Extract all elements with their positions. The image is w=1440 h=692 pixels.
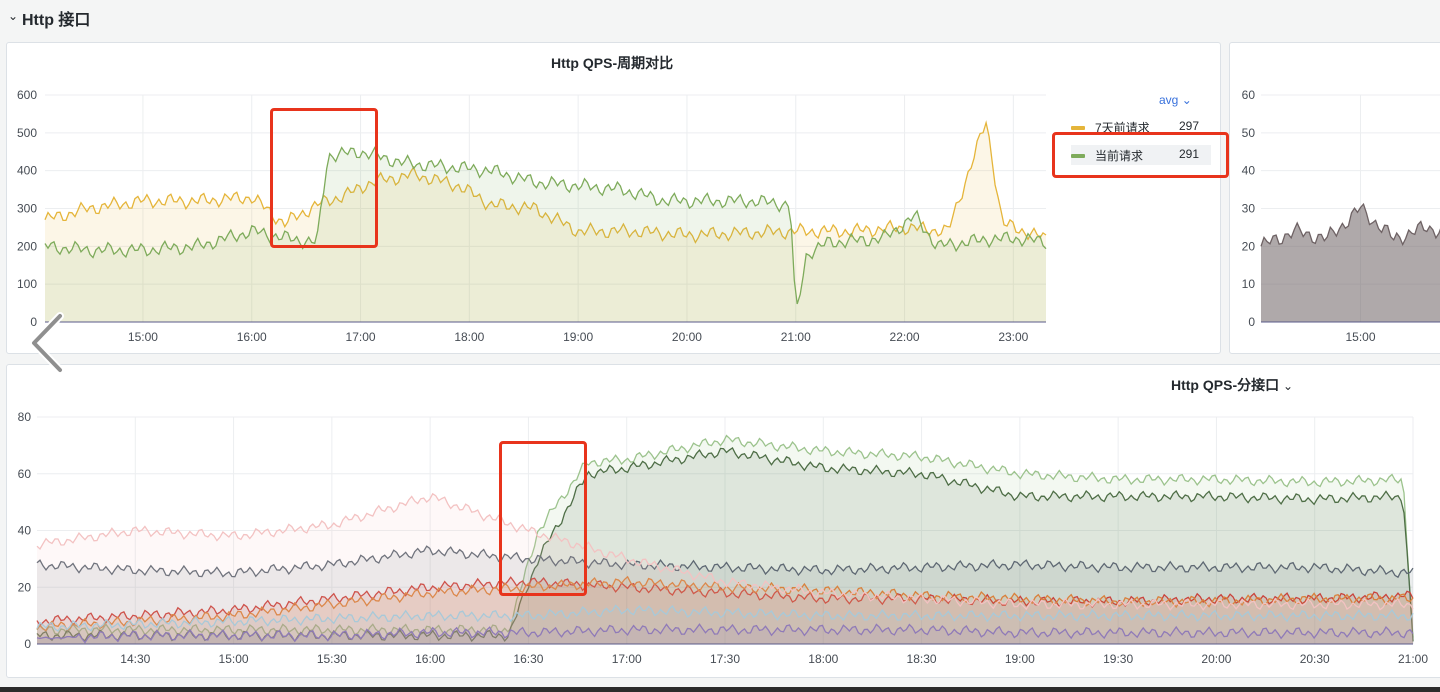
y-tick-label: 40 [18,524,32,538]
series-line[interactable] [44,146,1047,305]
x-tick-label: 21:00 [1398,652,1428,666]
legend: avg ⌄ 7天前请求 297 当前请求 291 [1071,91,1211,171]
y-tick-label: 80 [18,410,32,424]
x-tick-label: 18:00 [454,330,484,344]
series-area [37,435,1413,644]
secondary-chart[interactable]: 0 10 20 30 40 50 60 15:00 [1230,43,1440,354]
series-area [1261,204,1440,322]
y-tick-label: 400 [17,164,37,178]
series-line[interactable] [36,492,1414,611]
series-line[interactable] [36,623,1414,644]
series-area [37,447,1413,644]
chevron-down-icon: ⌄ [1181,93,1192,107]
series-line[interactable] [36,545,1414,579]
x-tick-label: 19:00 [1005,652,1035,666]
legend-label: 7天前请求 [1095,121,1150,135]
series-line[interactable] [36,434,1414,638]
x-tick-label: 22:00 [890,330,920,344]
series-area [37,493,1413,644]
legend-swatch [1071,154,1085,158]
x-tick-label: 15:00 [128,330,158,344]
series-line[interactable] [36,575,1414,632]
x-tick-label: 16:00 [237,330,267,344]
y-tick-label: 40 [1242,164,1256,178]
panel-title[interactable]: Http QPS-分接口 ⌄ [1171,377,1294,393]
x-tick-label: 18:00 [808,652,838,666]
y-tick-label: 300 [17,202,37,216]
panel-qps-comparison[interactable]: Http QPS-周期对比 0 100 200 300 400 500 600 15:00 16… [6,42,1221,354]
legend-swatch [1071,126,1085,130]
x-tick-label: 17:00 [346,330,376,344]
panel-qps-by-endpoint[interactable]: Http QPS-分接口 ⌄ 0 20 40 60 80 14:30 15:00 15:30 1… [6,364,1440,678]
y-tick-label: 20 [18,580,32,594]
series-area [45,147,1046,322]
endpoint-chart[interactable]: 0 20 40 60 80 14:30 15:00 15:30 16:00 16:30 17:00 1… [7,365,1440,678]
x-tick-label: 17:00 [612,652,642,666]
legend-value: 297 [1179,119,1200,133]
x-tick-label: 15:30 [317,652,347,666]
y-tick-label: 500 [17,126,37,140]
row-title: Http 接口 [22,12,91,29]
x-tick-label: 16:30 [513,652,543,666]
legend-value: 291 [1179,147,1200,161]
comparison-chart[interactable]: 0 100 200 300 400 500 600 15:00 16:00 17:00 18:00 1… [7,43,1221,354]
y-tick-label: 50 [1242,126,1256,140]
series-line[interactable] [44,120,1047,244]
y-tick-label: 60 [18,467,32,481]
chevron-down-icon: ⌄ [1283,379,1294,393]
y-tick-label: 30 [1242,202,1256,216]
panel-secondary[interactable]: 0 10 20 30 40 50 60 15:00 [1229,42,1440,354]
y-tick-label: 10 [1242,277,1256,291]
x-tick-label: 15:00 [1345,330,1375,344]
y-tick-label: 0 [30,315,37,329]
series-line[interactable] [1260,202,1440,247]
x-tick-label: 23:00 [998,330,1028,344]
bottom-bar [0,687,1440,692]
x-tick-label: 17:30 [710,652,740,666]
y-tick-label: 0 [24,637,31,651]
series-area [45,122,1046,322]
legend-sort-avg[interactable]: avg ⌄ [1159,93,1192,107]
y-tick-label: 0 [1248,315,1255,329]
x-tick-label: 18:30 [907,652,937,666]
legend-label: 当前请求 [1095,149,1144,163]
series-area [37,605,1413,644]
x-tick-label: 20:00 [1201,652,1231,666]
series-area [37,624,1413,644]
legend-item-current[interactable]: 当前请求 291 [1071,145,1211,165]
x-tick-label: 19:30 [1103,652,1133,666]
row-header[interactable]: ⌄ Http 接口 [0,0,1440,34]
chevron-down-icon[interactable]: ⌄ [8,9,19,23]
y-tick-label: 100 [17,277,37,291]
y-tick-label: 20 [1242,239,1256,253]
y-tick-label: 200 [17,239,37,253]
x-tick-label: 21:00 [781,330,811,344]
x-tick-label: 19:00 [563,330,593,344]
x-tick-label: 15:00 [219,652,249,666]
x-tick-label: 20:00 [672,330,702,344]
series-area [37,576,1413,644]
x-tick-label: 14:30 [120,652,150,666]
x-tick-label: 20:30 [1300,652,1330,666]
legend-item-7day[interactable]: 7天前请求 297 [1071,117,1211,137]
y-tick-label: 600 [17,88,37,102]
x-tick-label: 16:00 [415,652,445,666]
panel-title[interactable]: Http QPS-周期对比 [551,55,674,71]
series-line[interactable] [36,604,1414,632]
y-tick-label: 60 [1242,88,1256,102]
chevron-left-icon[interactable] [28,312,68,374]
